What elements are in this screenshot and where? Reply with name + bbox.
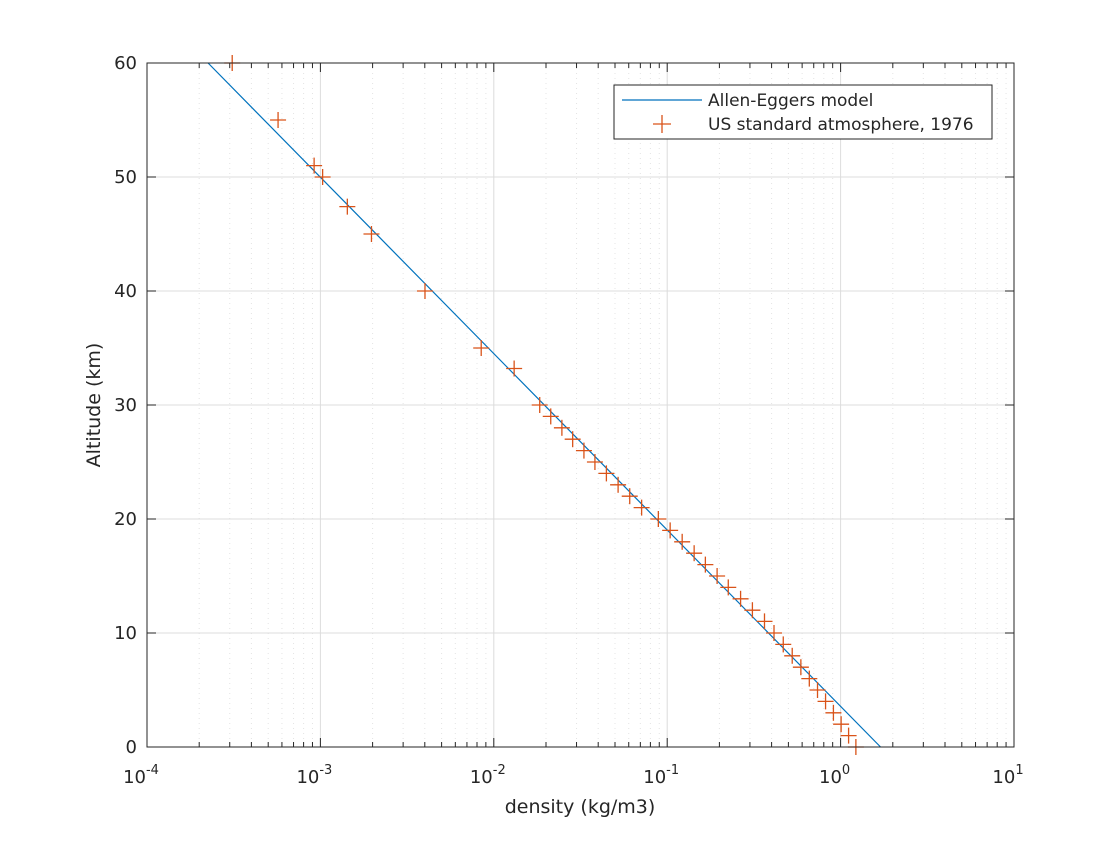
standard-atmosphere-point bbox=[314, 169, 331, 185]
standard-atmosphere-point bbox=[775, 636, 792, 653]
standard-atmosphere-point bbox=[553, 419, 570, 436]
standard-atmosphere-point bbox=[598, 465, 615, 482]
standard-atmosphere-point bbox=[817, 693, 834, 710]
standard-atmosphere-point bbox=[833, 716, 850, 733]
standard-atmosphere-point bbox=[339, 198, 356, 215]
y-tick-label: 50 bbox=[114, 167, 137, 188]
standard-atmosphere-point bbox=[650, 511, 667, 527]
standard-atmosphere-point bbox=[801, 670, 818, 687]
legend-marker-swatch bbox=[653, 115, 671, 133]
standard-atmosphere-point bbox=[633, 499, 650, 516]
legend-label-standard: US standard atmosphere, 1976 bbox=[708, 115, 974, 135]
standard-atmosphere-point bbox=[840, 727, 857, 744]
standard-atmosphere-point bbox=[784, 647, 801, 664]
y-axis-label: Altitude (km) bbox=[83, 343, 105, 468]
standard-atmosphere-point bbox=[306, 157, 323, 174]
x-tick-label: 10-3 bbox=[296, 763, 332, 788]
y-tick-label: 40 bbox=[114, 281, 137, 302]
plot-data bbox=[207, 55, 881, 755]
standard-atmosphere-point bbox=[756, 613, 773, 630]
standard-atmosphere-point bbox=[506, 360, 523, 377]
standard-atmosphere-point bbox=[792, 659, 809, 676]
standard-atmosphere-point bbox=[825, 704, 842, 721]
standard-atmosphere-point bbox=[744, 602, 761, 619]
y-tick-label: 30 bbox=[114, 395, 137, 416]
x-axis-label: density (kg/m3) bbox=[505, 796, 656, 818]
standard-atmosphere-point bbox=[809, 682, 826, 698]
standard-atmosphere-point bbox=[473, 340, 490, 356]
standard-atmosphere-point bbox=[686, 545, 703, 562]
legend-box bbox=[613, 84, 993, 140]
standard-atmosphere-point bbox=[720, 579, 737, 596]
x-tick-label: 10-1 bbox=[643, 763, 679, 788]
y-tick-label: 20 bbox=[114, 509, 137, 530]
standard-atmosphere-point bbox=[575, 442, 592, 459]
standard-atmosphere-point bbox=[610, 476, 627, 493]
y-tick-label: 60 bbox=[114, 53, 137, 74]
standard-atmosphere-point bbox=[621, 488, 638, 505]
standard-atmosphere-point bbox=[564, 431, 581, 448]
standard-atmosphere-point bbox=[709, 568, 726, 584]
standard-atmosphere-point bbox=[766, 625, 783, 641]
standard-atmosphere-point bbox=[732, 590, 749, 607]
standard-atmosphere-point bbox=[662, 522, 679, 539]
standard-atmosphere-point bbox=[531, 397, 548, 413]
standard-atmosphere-point bbox=[697, 556, 714, 573]
standard-atmosphere-point bbox=[270, 112, 287, 128]
standard-atmosphere-point bbox=[363, 226, 380, 242]
y-tick-label: 10 bbox=[114, 623, 137, 644]
y-tick-label: 0 bbox=[126, 737, 137, 758]
legend-label-model: Allen-Eggers model bbox=[708, 91, 873, 111]
standard-atmosphere-point bbox=[542, 408, 559, 425]
standard-atmosphere-point bbox=[416, 283, 433, 299]
standard-atmosphere-point bbox=[674, 533, 691, 550]
legend: Allen-Eggers model US standard atmospher… bbox=[613, 84, 993, 140]
standard-atmosphere-point bbox=[586, 454, 603, 470]
